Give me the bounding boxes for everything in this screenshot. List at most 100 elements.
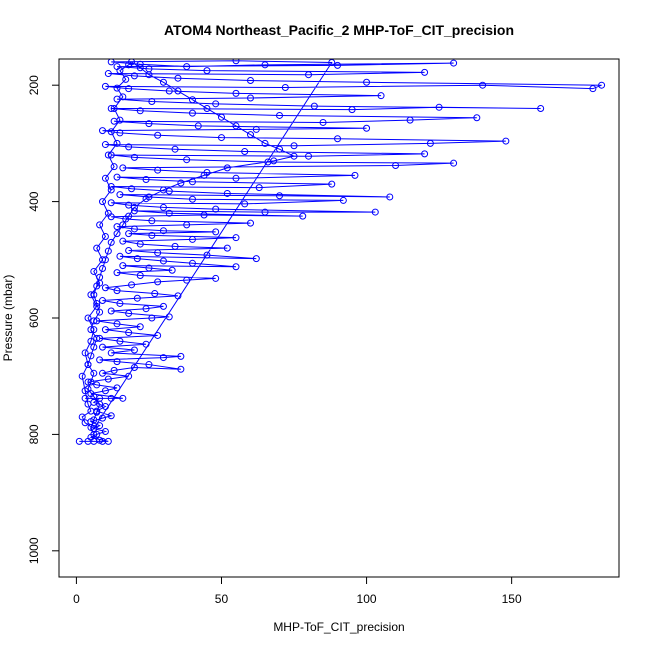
data-point [116, 299, 124, 307]
data-point [232, 59, 240, 65]
data-point [96, 221, 104, 229]
data-point [81, 419, 89, 427]
data-point [426, 139, 434, 147]
data-point [589, 85, 597, 93]
data-point [101, 82, 109, 90]
data-point [125, 372, 133, 380]
data-point [188, 195, 196, 203]
data-point [203, 104, 211, 112]
data-point [101, 256, 109, 264]
data-point [241, 200, 249, 208]
data-point [93, 282, 101, 290]
data-point [101, 326, 109, 334]
data-point [130, 203, 138, 211]
data-point [107, 151, 115, 159]
data-point [87, 337, 95, 345]
data-point [116, 337, 124, 345]
data-point [125, 212, 133, 220]
data-point [232, 174, 240, 182]
data-point [148, 314, 156, 322]
data-point [537, 104, 545, 112]
data-point [334, 61, 342, 69]
data-point [99, 343, 107, 351]
data-point [261, 61, 269, 69]
data-point [159, 78, 167, 86]
data-layer [75, 59, 606, 445]
data-point [93, 244, 101, 252]
data-point [101, 427, 109, 435]
data-point [165, 313, 173, 321]
data-point [319, 118, 327, 126]
data-point [276, 111, 284, 119]
data-point [78, 413, 86, 421]
data-point [116, 191, 124, 199]
data-point [435, 103, 443, 111]
data-point [110, 104, 118, 112]
y-axis: 200 400 600 800 1000 [27, 75, 60, 564]
data-point [107, 186, 115, 194]
data-point [130, 72, 138, 80]
data-point [130, 207, 138, 215]
data-point [128, 281, 136, 289]
data-point [133, 255, 141, 263]
data-point [212, 228, 220, 236]
data-point [363, 124, 371, 132]
data-point [133, 294, 141, 302]
data-point [104, 70, 112, 78]
data-point [119, 394, 127, 402]
data-point [305, 152, 313, 160]
data-point [247, 94, 254, 102]
data-point [194, 122, 202, 130]
data-point [212, 205, 220, 213]
x-tick-label: 100 [357, 592, 377, 606]
data-point [84, 361, 92, 369]
data-point [113, 320, 121, 328]
data-point [104, 247, 112, 255]
data-point [252, 125, 260, 133]
data-point [104, 209, 112, 217]
data-point [119, 164, 127, 172]
data-point [122, 75, 130, 83]
data-point [107, 349, 115, 357]
data-point [339, 196, 347, 204]
data-point [212, 100, 220, 108]
data-point [174, 87, 182, 95]
data-point [96, 308, 104, 316]
data-point [125, 230, 133, 238]
data-point [159, 186, 167, 194]
data-point [128, 185, 136, 193]
data-point [351, 171, 359, 179]
data-point [113, 173, 121, 181]
data-point [310, 102, 318, 110]
data-point [116, 129, 124, 137]
y-tick-label: 1000 [27, 537, 41, 564]
y-tick-label: 400 [27, 191, 41, 211]
data-point [119, 221, 127, 229]
data-point [130, 346, 138, 354]
data-point [119, 262, 127, 270]
data-point [104, 437, 112, 445]
data-point [290, 142, 298, 150]
data-point [450, 159, 458, 167]
data-point [107, 128, 115, 136]
data-point [188, 235, 196, 243]
data-point [104, 375, 112, 383]
data-point [203, 251, 211, 259]
data-point [247, 131, 254, 139]
data-point [188, 109, 196, 117]
data-point [145, 120, 153, 128]
data-point [93, 430, 101, 438]
data-point [421, 68, 429, 76]
data-point [136, 323, 144, 331]
data-point [188, 259, 196, 267]
data-point [598, 81, 606, 89]
data-point [328, 180, 336, 188]
data-point [90, 317, 98, 325]
data-point [93, 317, 101, 325]
data-point [334, 135, 342, 143]
data-point [90, 267, 98, 275]
data-point [110, 163, 118, 171]
data-point [217, 113, 225, 121]
data-point [110, 366, 118, 374]
data-point [113, 95, 121, 103]
